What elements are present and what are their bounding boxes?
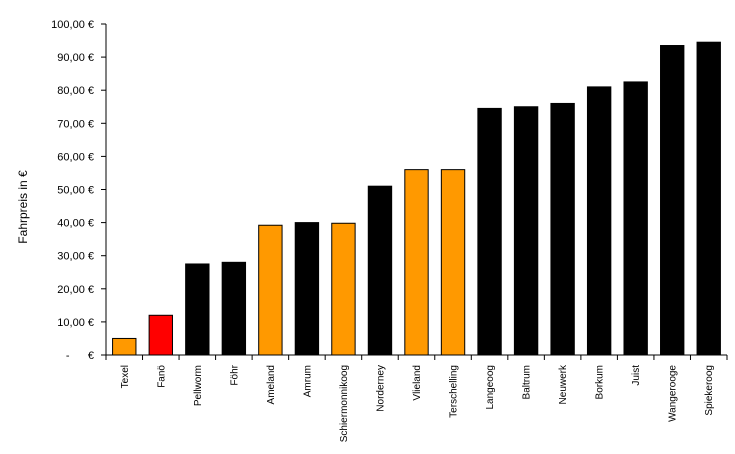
y-tick-label: 60,00 €: [57, 151, 94, 163]
x-category-label: Wangerooge: [668, 365, 679, 422]
x-category-label: Vlieland: [412, 365, 423, 401]
y-tick-label: 10,00 €: [57, 317, 94, 329]
y-tick-label: 40,00 €: [57, 218, 94, 230]
y-tick-label: 90,00 €: [57, 52, 94, 64]
x-category-label: Ameland: [266, 365, 277, 404]
bar-baltrum: [513, 106, 539, 356]
x-category-label: Spiekeroog: [704, 365, 715, 416]
bar-borkum: [586, 86, 612, 356]
x-category-label: Texel: [120, 365, 131, 388]
y-tick-label: - €: [66, 350, 94, 362]
x-category-label: Pellworm: [193, 365, 204, 406]
bar-neuwerk: [550, 102, 575, 356]
bar-terschelling: [440, 169, 466, 356]
x-category-label: Fanö: [156, 365, 167, 388]
x-category-label: Baltrum: [522, 365, 533, 399]
x-category-label: Norderney: [375, 365, 386, 412]
bar-texel: [112, 337, 137, 356]
y-tick-label: 30,00 €: [57, 251, 94, 263]
x-category-label: Terschelling: [449, 365, 460, 418]
bar-ameland: [258, 224, 283, 356]
bar-föhr: [221, 261, 247, 356]
x-category-label: Amrum: [302, 365, 313, 397]
bar-langeoog: [477, 107, 502, 356]
bar-wangerooge: [660, 45, 685, 356]
bar-pellworm: [185, 263, 210, 356]
bars: [112, 41, 721, 356]
y-tick-label: 50,00 €: [57, 185, 94, 197]
x-category-label: Föhr: [229, 364, 240, 385]
bar-fanö: [148, 314, 173, 356]
y-tick-label: 70,00 €: [57, 118, 94, 130]
x-category-label: Schiermonnikoog: [339, 365, 350, 442]
x-category-label: Langeoog: [485, 365, 496, 410]
bar-norderney: [367, 185, 393, 356]
bar-schiermonnikoog: [331, 222, 356, 356]
y-tick-label: 20,00 €: [57, 284, 94, 296]
bar-amrum: [294, 222, 320, 356]
bar-vlieland: [404, 169, 429, 356]
y-axis-label: Fahrpreis in €: [16, 170, 30, 244]
x-category-label: Borkum: [595, 365, 606, 399]
x-axis-categories: Texel Fanö Pellworm Föhr Ameland Amrum Schierm…: [105, 355, 728, 442]
x-category-label: Neuwerk: [558, 364, 569, 404]
y-axis-ticks: - € 10,00 € 20,00 € 30,00 € 40,00 € 50,00 € 60…: [51, 19, 106, 362]
y-tick-label: 100,00 €: [51, 19, 94, 31]
x-category-label: Juist: [631, 365, 642, 386]
y-tick-label: 80,00 €: [57, 85, 94, 97]
bar-spiekeroog: [696, 41, 721, 356]
bar-juist: [623, 81, 648, 356]
